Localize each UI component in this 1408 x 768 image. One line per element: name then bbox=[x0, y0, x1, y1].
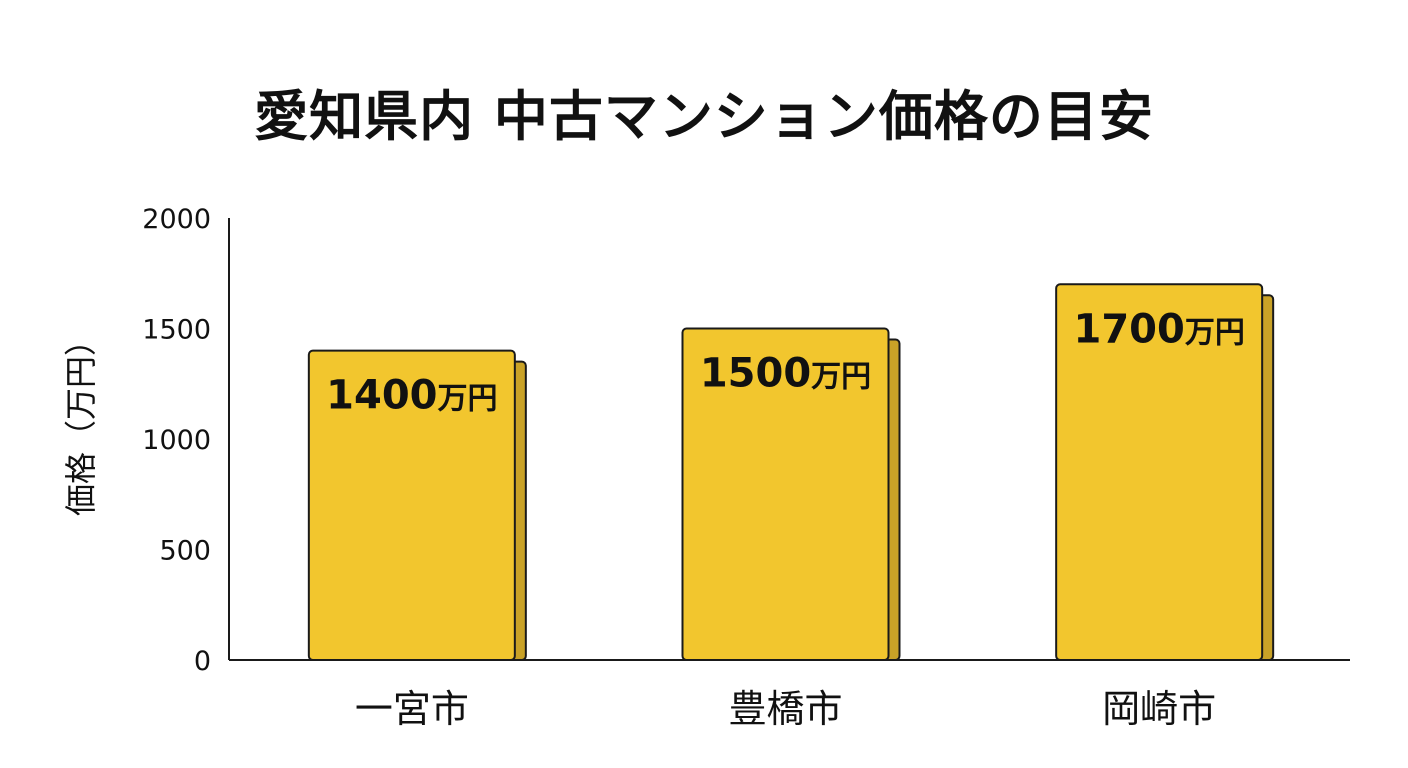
y-tick-label: 500 bbox=[159, 536, 211, 567]
axes bbox=[228, 218, 1350, 661]
y-tick-label: 1000 bbox=[142, 425, 211, 456]
y-axis-title: 価格（万円） bbox=[62, 324, 100, 516]
y-tick-label: 2000 bbox=[142, 204, 211, 235]
bar-value-label: 1500万円 bbox=[700, 351, 871, 397]
x-tick-labels: 一宮市 豊橋市 岡崎市 bbox=[355, 687, 1216, 731]
y-tick-label: 1500 bbox=[142, 315, 211, 346]
bars: 1400万円 1500万円 1700万円 bbox=[307, 283, 1275, 661]
x-tick-label: 一宮市 bbox=[355, 687, 469, 731]
x-tick-label: 豊橋市 bbox=[728, 687, 842, 731]
x-tick-label: 岡崎市 bbox=[1102, 687, 1216, 731]
bar-value-label: 1700万円 bbox=[1074, 306, 1245, 352]
y-ticks: 0 500 1000 1500 2000 bbox=[142, 204, 211, 677]
chart-title: 愛知県内 中古マンション価格の目安 bbox=[254, 85, 1154, 148]
y-axis-title-group: 価格（万円） bbox=[62, 324, 100, 516]
y-tick-label: 0 bbox=[194, 646, 211, 677]
bar-value-label: 1400万円 bbox=[326, 373, 497, 419]
